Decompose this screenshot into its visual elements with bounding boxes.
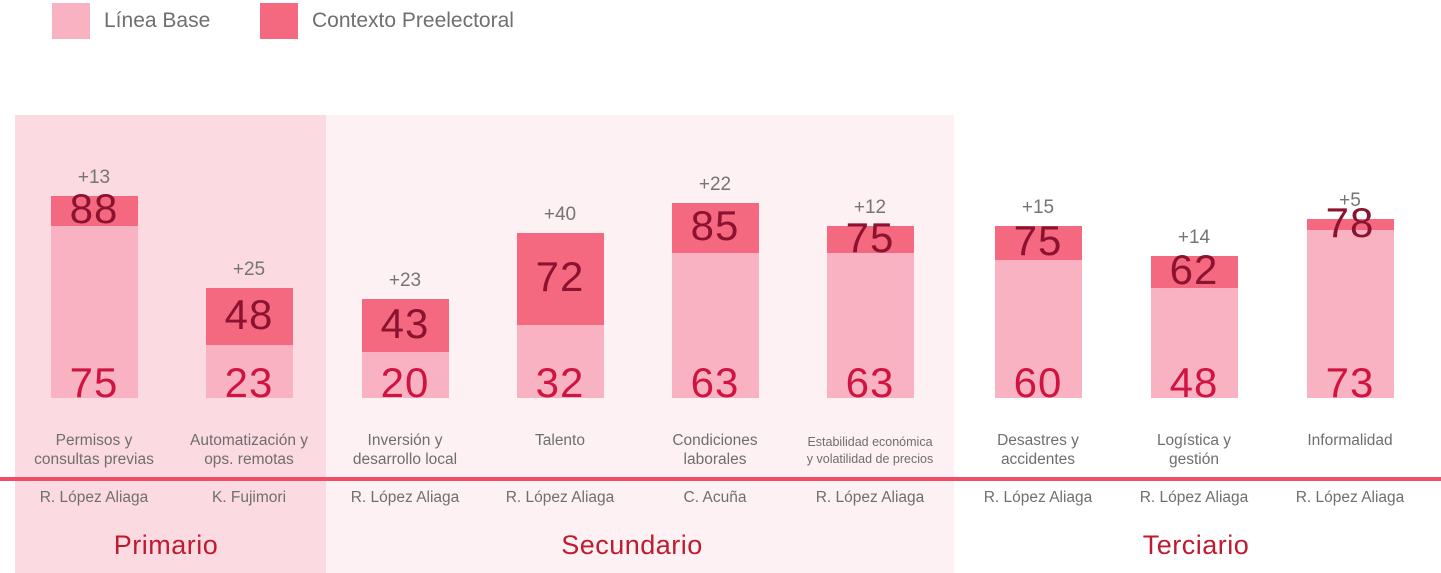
- delta-label: +22: [698, 173, 732, 195]
- candidate-label: R. López Aliaga: [505, 489, 615, 506]
- category-label-line: Estabilidad económica: [807, 435, 933, 449]
- pre-value: 78: [1325, 198, 1375, 246]
- candidate-label: C. Acuña: [683, 489, 747, 506]
- base-value: 48: [1169, 359, 1219, 406]
- legend-item-contexto-preelectoral: Contexto Preelectoral: [260, 2, 514, 40]
- candidate-label: R. López Aliaga: [815, 489, 925, 506]
- category-label: Logística y gestión: [1106, 431, 1282, 469]
- category-label-line: desarrollo local: [352, 451, 458, 468]
- divider-line: [0, 477, 1441, 481]
- category-label-line: laborales: [683, 451, 747, 468]
- base-value: 63: [690, 359, 740, 406]
- bar-pre-segment: [361, 299, 449, 353]
- base-value: 63: [845, 359, 895, 406]
- category-label: Automatización y ops. remotas: [161, 431, 337, 469]
- category-label: Inversión y desarrollo local: [317, 431, 493, 469]
- bar-pre-segment: [994, 225, 1082, 261]
- category-label-line: Talento: [535, 432, 585, 449]
- category-label-line: Automatización y: [189, 432, 309, 449]
- category-label: Informalidad: [1262, 431, 1438, 450]
- section-title-primario: Primario: [113, 530, 219, 560]
- candidate-label: R. López Aliaga: [1295, 489, 1405, 506]
- delta-label: +12: [853, 196, 887, 218]
- bar-pre-segment: [516, 232, 604, 325]
- delta-label: +23: [388, 270, 422, 292]
- bar-base-segment: [516, 324, 604, 398]
- category-label-line: ops. remotas: [204, 451, 294, 468]
- delta-label: +15: [1021, 196, 1055, 218]
- bar-pre-segment: [205, 287, 293, 346]
- category-label-line: Permisos y: [55, 432, 133, 449]
- legend-item-linea-base: Línea Base: [52, 2, 210, 40]
- bar-pre-segment: [826, 225, 914, 254]
- bar-base-segment: [50, 225, 138, 398]
- pre-value: 43: [380, 299, 430, 347]
- pre-value: 75: [1013, 217, 1063, 265]
- bar-pre-segment: [50, 196, 138, 226]
- category-label-line: Logística y: [1156, 432, 1232, 449]
- base-value: 20: [380, 359, 430, 406]
- category-label: Condiciones laborales: [627, 431, 803, 469]
- legend-label-linea-base: Línea Base: [104, 9, 211, 32]
- delta-label: +14: [1177, 226, 1211, 248]
- candidate-label: R. López Aliaga: [983, 489, 1093, 506]
- base-value: 73: [1325, 359, 1375, 406]
- bar-base-segment: [1150, 287, 1238, 398]
- bar-base-segment: [361, 352, 449, 398]
- category-label-line: Inversión y: [367, 432, 443, 449]
- candidate-label: R. López Aliaga: [1139, 489, 1249, 506]
- bar-base-segment: [994, 260, 1082, 398]
- category-label: Talento: [472, 431, 648, 450]
- delta-label: +40: [543, 203, 577, 225]
- base-value: 32: [535, 359, 585, 406]
- legend-swatch-linea-base: [52, 3, 90, 39]
- bar-base-segment: [826, 253, 914, 398]
- category-label-line: accidentes: [1000, 451, 1076, 468]
- delta-label: +5: [1339, 189, 1361, 211]
- candidate-label: R. López Aliaga: [350, 489, 460, 506]
- category-label-line: Condiciones: [672, 432, 758, 449]
- category-label: Permisos y consultas previas: [6, 431, 182, 469]
- delta-label: +25: [232, 258, 266, 280]
- base-value: 75: [69, 359, 119, 406]
- legend-swatch-contexto-preelectoral: [260, 3, 298, 39]
- base-value: 60: [1013, 359, 1063, 406]
- category-label: Desastres y accidentes: [950, 431, 1126, 469]
- pre-value: 72: [535, 252, 585, 300]
- pre-value: 75: [845, 213, 895, 261]
- category-label-line: Desastres y: [997, 432, 1079, 449]
- delta-label: +13: [77, 167, 111, 189]
- category-label-line: Informalidad: [1307, 432, 1393, 449]
- bar-pre-segment: [1150, 255, 1238, 288]
- section-title-secundario: Secundario: [561, 530, 703, 560]
- category-label-line: y volatilidad de precios: [806, 452, 934, 466]
- bar-base-segment: [205, 345, 293, 398]
- category-label-line: gestión: [1169, 451, 1219, 468]
- base-value: 23: [224, 359, 274, 406]
- category-label-line: consultas previas: [34, 451, 154, 468]
- candidate-label: K. Fujimori: [211, 489, 287, 506]
- section-title-terciario: Terciario: [1142, 530, 1250, 560]
- pre-value: 85: [690, 202, 740, 250]
- candidate-label: R. López Aliaga: [39, 489, 149, 506]
- bar-base-segment: [1306, 230, 1394, 398]
- bar-pre-segment: [671, 202, 759, 254]
- pre-value: 48: [224, 290, 274, 338]
- bar-pre-segment: [1306, 218, 1394, 231]
- pre-value: 62: [1169, 245, 1219, 293]
- bar-base-segment: [671, 253, 759, 398]
- pre-value: 88: [69, 184, 119, 232]
- legend-label-contexto-preelectoral: Contexto Preelectoral: [312, 9, 514, 32]
- category-label: Estabilidad económica y volatilidad de pr…: [782, 434, 958, 468]
